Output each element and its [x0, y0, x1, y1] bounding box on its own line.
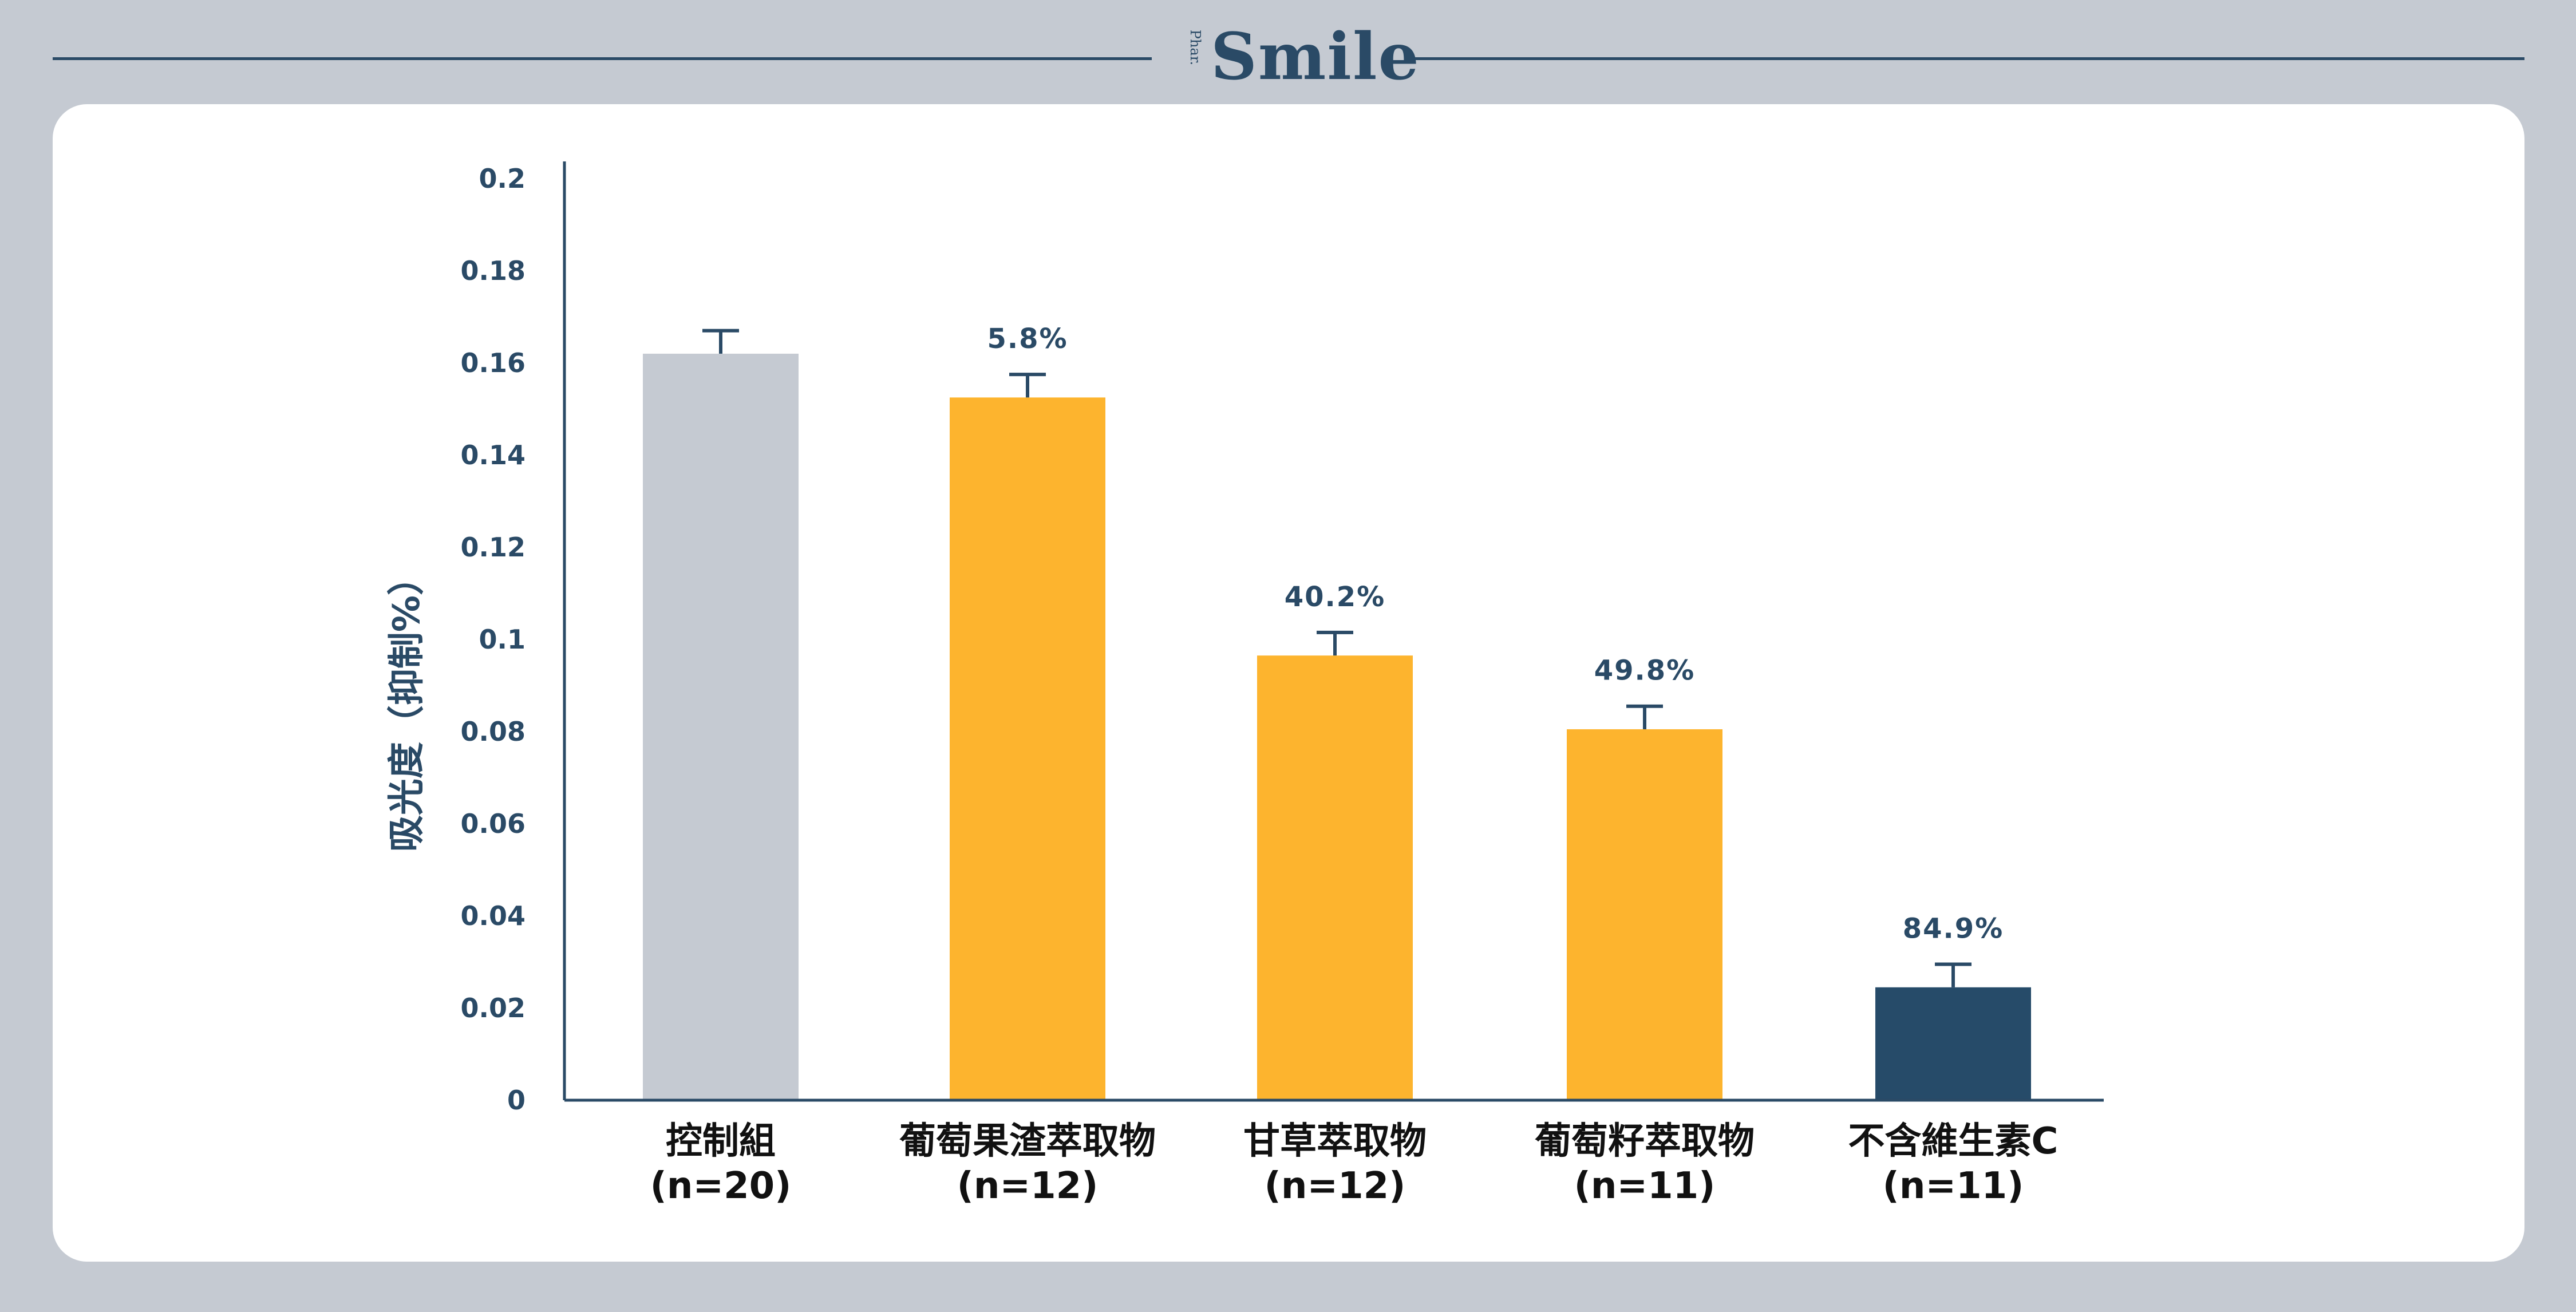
- error-bars: [702, 329, 1971, 987]
- bar: [1875, 987, 2031, 1100]
- brand-name: Smile: [1211, 19, 1420, 94]
- header-line-right: [1414, 57, 2524, 60]
- axes: [563, 161, 2104, 1102]
- category-sample-size: (n=11): [1883, 1165, 2024, 1207]
- category-labels: 控制組(n=20)葡萄果渣萃取物(n=12)甘草萃取物(n=12)葡萄籽萃取物(…: [650, 1120, 2059, 1207]
- y-axis-title: 吸光度（抑制%）: [386, 559, 428, 852]
- y-tick-label: 0.2: [479, 163, 526, 194]
- y-axis-label-group: 吸光度（抑制%）: [386, 559, 428, 852]
- chart-card: 吸光度（抑制%） 0 0.02 0.04 0.06 0.08 0.1 0.12 0.14 0.1…: [53, 104, 2524, 1262]
- y-tick-label: 0.14: [461, 440, 526, 471]
- data-label: 40.2%: [1285, 581, 1386, 613]
- y-tick-label: 0.06: [461, 808, 526, 839]
- category-label: 葡萄果渣萃取物: [899, 1120, 1156, 1163]
- header-line-left: [53, 57, 1152, 60]
- bar: [643, 353, 799, 1100]
- y-tick-label: 0: [507, 1085, 526, 1116]
- y-tick-label: 0.04: [461, 900, 526, 931]
- category-label: 葡萄籽萃取物: [1535, 1120, 1755, 1163]
- y-tick-label: 0.12: [461, 532, 526, 563]
- y-tick-label: 0.16: [461, 347, 526, 378]
- category-label: 控制組: [666, 1120, 776, 1163]
- category-sample-size: (n=20): [650, 1165, 792, 1207]
- category-label: 甘草萃取物: [1243, 1120, 1427, 1163]
- y-tick-label: 0.02: [461, 993, 526, 1023]
- brand-logo: Phar. Smile: [1156, 17, 1425, 97]
- brand-prefix: Phar.: [1187, 29, 1203, 66]
- category-label: 不含維生素C: [1848, 1120, 2059, 1163]
- bar: [1257, 655, 1413, 1100]
- bars: [643, 353, 2031, 1100]
- bar: [1567, 729, 1722, 1100]
- y-tick-label: 0.1: [479, 624, 526, 655]
- data-label: 84.9%: [1903, 913, 2004, 945]
- y-tick-label: 0.08: [461, 716, 526, 747]
- category-sample-size: (n=12): [957, 1165, 1099, 1207]
- data-labels: 5.8% 40.2% 49.8% 84.9%: [987, 323, 2004, 945]
- y-tick-labels: 0 0.02 0.04 0.06 0.08 0.1 0.12 0.14 0.16 0.18 0.2: [461, 163, 526, 1116]
- data-label: 49.8%: [1594, 655, 1696, 687]
- bar: [950, 397, 1105, 1100]
- category-sample-size: (n=12): [1265, 1165, 1406, 1207]
- category-sample-size: (n=11): [1574, 1165, 1716, 1207]
- y-tick-label: 0.18: [461, 255, 526, 286]
- bar-chart: 吸光度（抑制%） 0 0.02 0.04 0.06 0.08 0.1 0.12 0.14 0.1…: [386, 161, 2104, 1207]
- data-label: 5.8%: [987, 323, 1068, 355]
